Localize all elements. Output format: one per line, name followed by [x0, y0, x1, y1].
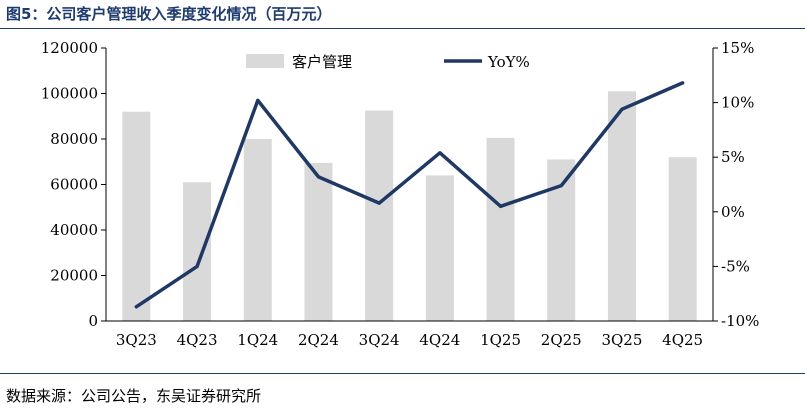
left-tick-label: 20000: [50, 267, 98, 285]
legend: 客户管理 YoY%: [246, 53, 530, 71]
bar-3Q25: [607, 91, 636, 321]
left-tick-label: 60000: [50, 176, 98, 194]
right-tick-label: 5%: [721, 148, 745, 166]
x-tick-label-2Q24: 2Q24: [298, 331, 339, 349]
footer-rule: [0, 373, 805, 374]
yoy-point-2Q24: [317, 176, 319, 178]
yoy-point-3Q24: [378, 202, 380, 204]
x-tick-label-2Q25: 2Q25: [541, 331, 582, 349]
bar-2Q24: [304, 162, 333, 321]
line-layer: [134, 81, 685, 309]
yoy-point-1Q25: [500, 205, 502, 207]
right-tick-label: 0%: [721, 203, 745, 221]
left-tick-label: 40000: [50, 221, 98, 239]
x-tick-label-4Q23: 4Q23: [177, 331, 218, 349]
right-tick-label: 15%: [721, 39, 754, 57]
legend-label-line: YoY%: [487, 53, 530, 71]
bar-4Q23: [183, 182, 212, 321]
x-tick-label-4Q24: 4Q24: [419, 331, 460, 349]
left-tick-label: 120000: [41, 39, 98, 57]
legend-swatch-bar: [246, 54, 284, 68]
bar-4Q25: [668, 157, 697, 321]
x-tick-label-3Q24: 3Q24: [359, 331, 400, 349]
bar-4Q24: [425, 175, 454, 321]
yoy-point-3Q23: [135, 306, 137, 308]
legend-label-bar: 客户管理: [292, 53, 352, 71]
yoy-point-4Q23: [196, 265, 198, 267]
bar-1Q24: [243, 139, 272, 321]
right-tick-label: -5%: [721, 257, 750, 275]
yoy-point-4Q25: [682, 82, 684, 84]
yoy-line: [134, 81, 685, 309]
figure-title: 图5：公司客户管理收入季度变化情况（百万元）: [6, 5, 332, 23]
bar-3Q23: [122, 111, 151, 321]
yoy-point-1Q24: [257, 99, 259, 101]
left-tick-label: 100000: [41, 85, 98, 103]
bar-1Q25: [486, 137, 515, 321]
right-tick-label: 10%: [721, 94, 754, 112]
yoy-point-3Q25: [621, 108, 623, 110]
ticks-layer: 0 20000 40000 60000 80000 100000 120000 -10% -5%…: [41, 39, 760, 349]
bars-layer: [122, 91, 697, 321]
title-rule: [0, 28, 805, 29]
x-tick-label-1Q24: 1Q24: [237, 331, 278, 349]
chart-svg: 0 20000 40000 60000 80000 100000 120000 -10% -5%…: [41, 39, 760, 349]
x-tick-label-4Q25: 4Q25: [662, 331, 703, 349]
source-note: 数据来源：公司公告，东吴证券研究所: [6, 387, 262, 405]
x-tick-label-3Q25: 3Q25: [601, 331, 642, 349]
bar-3Q24: [365, 110, 394, 321]
right-tick-label: -10%: [721, 312, 759, 330]
left-tick-label: 0: [88, 312, 98, 330]
left-tick-label: 80000: [50, 130, 98, 148]
x-tick-label-3Q23: 3Q23: [116, 331, 157, 349]
yoy-point-2Q25: [560, 185, 562, 187]
yoy-point-4Q24: [439, 152, 441, 154]
x-tick-label-1Q25: 1Q25: [480, 331, 521, 349]
